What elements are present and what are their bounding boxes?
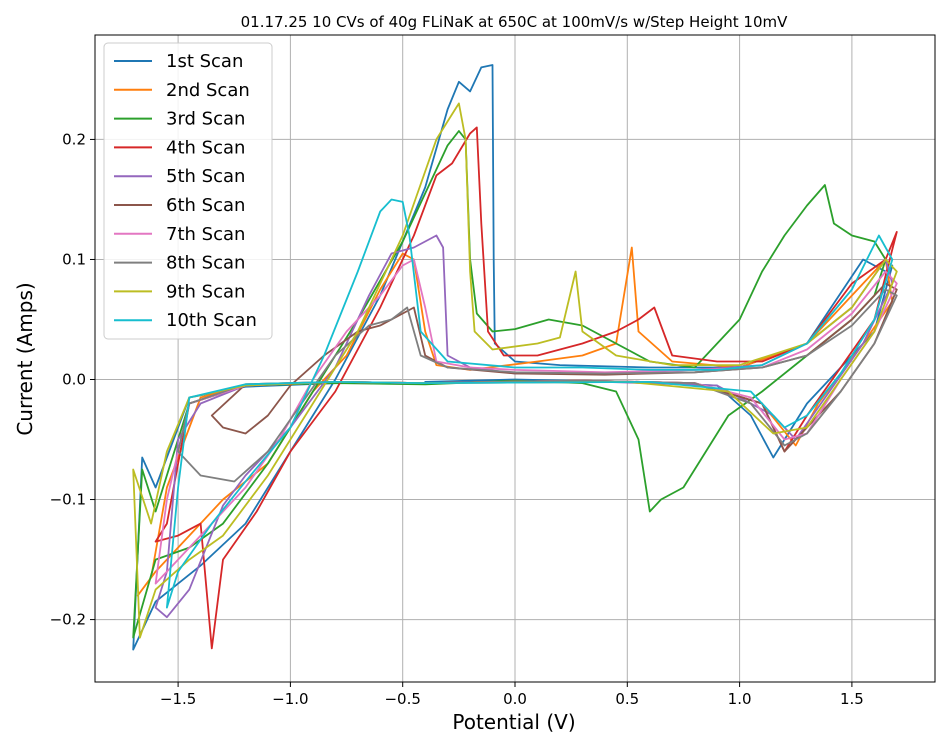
- x-tick-label: −0.5: [384, 690, 420, 708]
- x-tick-label: 0.0: [503, 690, 527, 708]
- series-line-7: [154, 258, 898, 585]
- y-tick-label: −0.1: [50, 491, 86, 509]
- legend-label: 9th Scan: [166, 281, 245, 302]
- legend-label: 4th Scan: [166, 137, 245, 158]
- x-tick-label: 1.0: [728, 690, 752, 708]
- x-tick-label: −1.0: [272, 690, 308, 708]
- series-layer: [132, 64, 898, 651]
- y-tick-label: 0.1: [62, 250, 86, 268]
- legend-label: 8th Scan: [166, 253, 245, 274]
- x-tick-label: 1.5: [840, 690, 864, 708]
- legend-label: 5th Scan: [166, 166, 245, 187]
- series-line-1: [132, 64, 894, 651]
- legend-label: 2nd Scan: [166, 80, 250, 101]
- x-axis-title: Potential (V): [452, 710, 575, 734]
- legend: 1st Scan 2nd Scan 3rd Scan 4th Scan 5th Scan…: [103, 42, 273, 340]
- y-axis-title: Current (Amps): [13, 282, 37, 435]
- chart-title: 01.17.25 10 CVs of 40g FLiNaK at 650C at…: [241, 13, 788, 31]
- legend-label: 10th Scan: [166, 310, 257, 331]
- x-tick-label: 0.5: [615, 690, 639, 708]
- y-tick-label: 0.0: [62, 371, 86, 389]
- legend-label: 6th Scan: [166, 195, 245, 216]
- legend-label: 7th Scan: [166, 224, 245, 245]
- tick-layer: −1.5 −1.0 −0.5 0.0 0.5 1.0 1.5 −0.2 −0.1 0.0 0.1 0.…: [50, 130, 864, 708]
- y-tick-label: 0.2: [62, 130, 86, 148]
- series-line-8: [177, 288, 898, 483]
- series-line-3: [132, 130, 887, 639]
- legend-label: 3rd Scan: [166, 109, 245, 130]
- series-line-10: [165, 198, 894, 609]
- legend-box: [103, 42, 273, 340]
- x-tick-label: −1.5: [160, 690, 196, 708]
- series-line-5: [154, 234, 894, 619]
- y-tick-label: −0.2: [50, 611, 86, 629]
- series-line-9: [132, 102, 898, 639]
- legend-label: 1st Scan: [166, 51, 243, 72]
